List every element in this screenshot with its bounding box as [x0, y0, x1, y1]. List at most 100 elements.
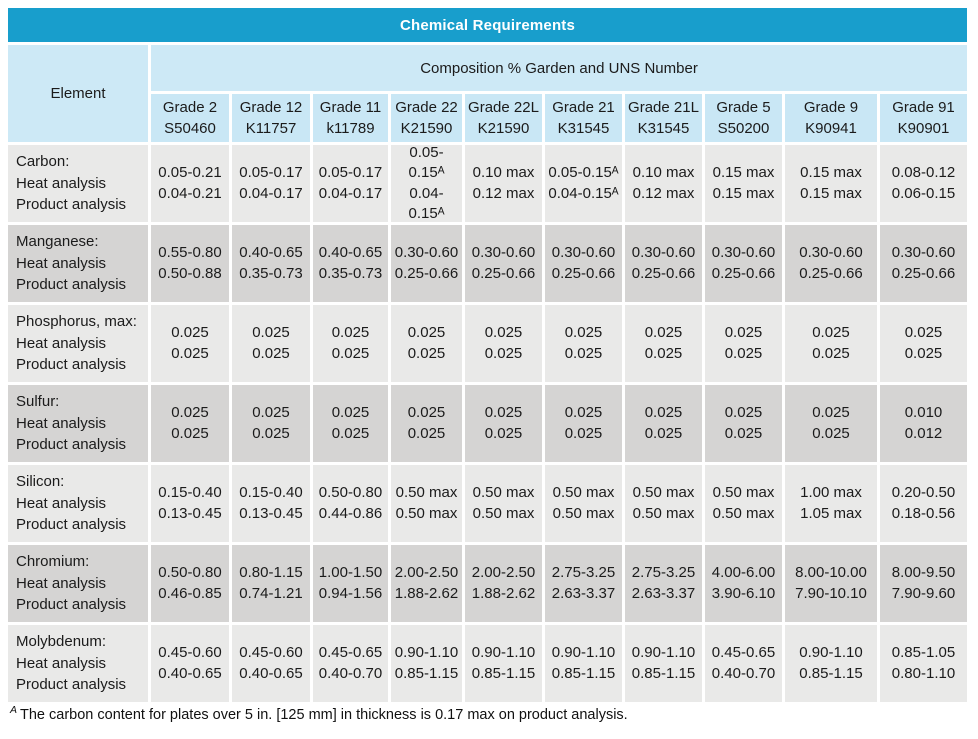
- value-cell: 0.50 max 0.50 max: [625, 465, 702, 542]
- value-cell: 0.45-0.65 0.40-0.70: [313, 625, 388, 702]
- element-label-cell: Molybdenum: Heat analysis Product analys…: [8, 625, 148, 702]
- value-cell: 0.45-0.60 0.40-0.65: [151, 625, 229, 702]
- value-cell: 0.025 0.025: [391, 385, 462, 462]
- value-cell: 0.30-0.60 0.25-0.66: [465, 225, 542, 302]
- value-cell: 0.025 0.025: [785, 385, 877, 462]
- element-label-cell: Sulfur: Heat analysis Product analysis: [8, 385, 148, 462]
- chemical-requirements-table: Chemical Requirements Element Compositio…: [8, 8, 970, 723]
- value-cell: 0.025 0.025: [151, 305, 229, 382]
- value-cell: 0.80-1.15 0.74-1.21: [232, 545, 310, 622]
- value-cell: 0.08-0.12 0.06-0.15: [880, 145, 967, 222]
- grade-column-header: Grade 12 K11757: [232, 94, 310, 142]
- footnote: A The carbon content for plates over 5 in…: [8, 704, 970, 723]
- value-cell: 0.50 max 0.50 max: [465, 465, 542, 542]
- value-cell: 4.00-6.00 3.90-6.10: [705, 545, 782, 622]
- footnote-marker: A: [10, 704, 18, 717]
- value-cell: 0.30-0.60 0.25-0.66: [391, 225, 462, 302]
- element-column-header: Element: [8, 45, 148, 142]
- value-cell: 2.75-3.25 2.63-3.37: [545, 545, 622, 622]
- value-cell: 0.025 0.025: [465, 385, 542, 462]
- value-cell: 0.90-1.10 0.85-1.15: [391, 625, 462, 702]
- grade-name: Grade 21L: [628, 99, 699, 116]
- grade-column-header: Grade 9 K90941: [785, 94, 877, 142]
- value-cell: 0.025 0.025: [391, 305, 462, 382]
- composition-header: Composition % Garden and UNS Number: [151, 45, 967, 91]
- value-cell: 2.00-2.50 1.88-2.62: [391, 545, 462, 622]
- value-cell: 0.05-0.15ᴬ 0.04-0.15ᴬ: [545, 145, 622, 222]
- grade-name: Grade 9: [803, 99, 859, 116]
- value-cell: 0.05-0.17 0.04-0.17: [232, 145, 310, 222]
- value-cell: 0.15 max 0.15 max: [705, 145, 782, 222]
- value-cell: 0.40-0.65 0.35-0.73: [313, 225, 388, 302]
- grade-name: Grade 22: [395, 99, 458, 116]
- value-cell: 0.50 max 0.50 max: [705, 465, 782, 542]
- element-label-cell: Chromium: Heat analysis Product analysis: [8, 545, 148, 622]
- grade-column-header: Grade 22L K21590: [465, 94, 542, 142]
- uns-number: K31545: [637, 120, 690, 137]
- value-cell: 0.50-0.80 0.46-0.85: [151, 545, 229, 622]
- value-cell: 0.90-1.10 0.85-1.15: [625, 625, 702, 702]
- uns-number: K21590: [477, 120, 530, 137]
- uns-number: S50460: [164, 120, 216, 137]
- uns-number: K90901: [897, 120, 950, 137]
- grade-name: Grade 5: [716, 99, 771, 116]
- value-cell: 0.025 0.025: [465, 305, 542, 382]
- value-cell: 0.45-0.60 0.40-0.65: [232, 625, 310, 702]
- value-cell: 0.50-0.80 0.44-0.86: [313, 465, 388, 542]
- element-label-cell: Silicon: Heat analysis Product analysis: [8, 465, 148, 542]
- value-cell: 0.025 0.025: [313, 385, 388, 462]
- footnote-text: The carbon content for plates over 5 in.…: [20, 707, 628, 723]
- uns-number: K90941: [805, 120, 857, 137]
- value-cell: 0.025 0.025: [545, 385, 622, 462]
- value-cell: 0.15-0.40 0.13-0.45: [232, 465, 310, 542]
- value-cell: 0.10 max 0.12 max: [625, 145, 702, 222]
- value-cell: 2.00-2.50 1.88-2.62: [465, 545, 542, 622]
- grade-column-header: Grade 2 S50460: [151, 94, 229, 142]
- value-cell: 0.85-1.05 0.80-1.10: [880, 625, 967, 702]
- value-cell: 0.45-0.65 0.40-0.70: [705, 625, 782, 702]
- grade-column-header: Grade 91 K90901: [880, 94, 967, 142]
- value-cell: 0.025 0.025: [232, 385, 310, 462]
- value-cell: 0.50 max 0.50 max: [391, 465, 462, 542]
- value-cell: 0.30-0.60 0.25-0.66: [785, 225, 877, 302]
- uns-number: K21590: [400, 120, 453, 137]
- value-cell: 0.025 0.025: [705, 385, 782, 462]
- value-cell: 0.90-1.10 0.85-1.15: [545, 625, 622, 702]
- value-cell: 0.30-0.60 0.25-0.66: [880, 225, 967, 302]
- value-cell: 0.025 0.025: [232, 305, 310, 382]
- grade-name: Grade 21: [552, 99, 615, 116]
- value-cell: 0.15 max 0.15 max: [785, 145, 877, 222]
- value-cell: 0.50 max 0.50 max: [545, 465, 622, 542]
- grade-name: Grade 91: [892, 99, 955, 116]
- value-cell: 0.025 0.025: [313, 305, 388, 382]
- value-cell: 0.30-0.60 0.25-0.66: [545, 225, 622, 302]
- element-label-cell: Phosphorus, max: Heat analysis Product a…: [8, 305, 148, 382]
- value-cell: 0.010 0.012: [880, 385, 967, 462]
- element-label-cell: Manganese: Heat analysis Product analysi…: [8, 225, 148, 302]
- value-cell: 0.05- 0.15ᴬ 0.04- 0.15ᴬ: [391, 145, 462, 222]
- uns-number: S50200: [717, 120, 770, 137]
- value-cell: 8.00-9.50 7.90-9.60: [880, 545, 967, 622]
- value-cell: 0.025 0.025: [705, 305, 782, 382]
- grade-column-header: Grade 21L K31545: [625, 94, 702, 142]
- value-cell: 2.75-3.25 2.63-3.37: [625, 545, 702, 622]
- value-cell: 0.30-0.60 0.25-0.66: [705, 225, 782, 302]
- table-title: Chemical Requirements: [8, 8, 967, 42]
- grade-name: Grade 11: [319, 99, 382, 116]
- value-cell: 0.15-0.40 0.13-0.45: [151, 465, 229, 542]
- grade-name: Grade 2: [162, 99, 218, 116]
- value-cell: 0.90-1.10 0.85-1.15: [785, 625, 877, 702]
- uns-number: k11789: [326, 120, 375, 137]
- value-cell: 0.025 0.025: [785, 305, 877, 382]
- value-cell: 0.55-0.80 0.50-0.88: [151, 225, 229, 302]
- value-cell: 8.00-10.00 7.90-10.10: [785, 545, 877, 622]
- table-grid: Element Composition % Garden and UNS Num…: [8, 45, 967, 702]
- value-cell: 0.025 0.025: [151, 385, 229, 462]
- uns-number: K11757: [245, 120, 297, 137]
- value-cell: 0.90-1.10 0.85-1.15: [465, 625, 542, 702]
- uns-number: K31545: [557, 120, 610, 137]
- value-cell: 0.05-0.17 0.04-0.17: [313, 145, 388, 222]
- value-cell: 0.025 0.025: [625, 385, 702, 462]
- value-cell: 0.30-0.60 0.25-0.66: [625, 225, 702, 302]
- value-cell: 0.40-0.65 0.35-0.73: [232, 225, 310, 302]
